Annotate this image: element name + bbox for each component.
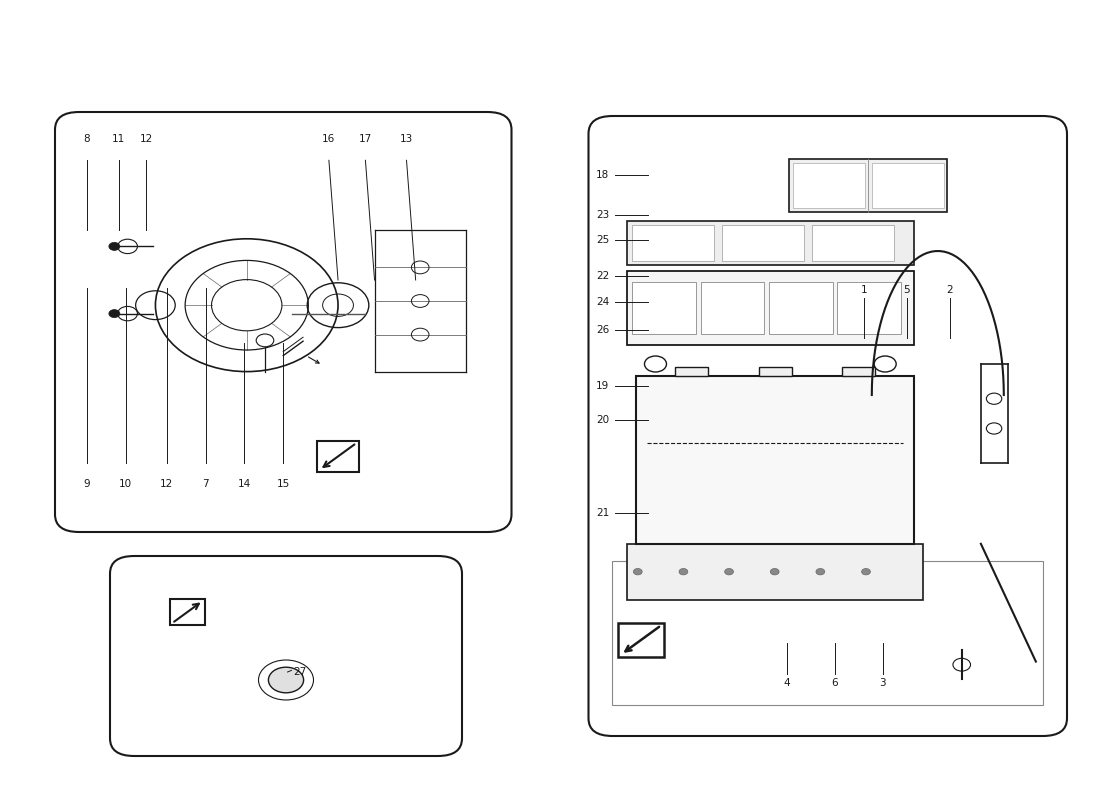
Bar — [618, 623, 664, 657]
Text: 10: 10 — [119, 478, 132, 489]
Text: 17: 17 — [359, 134, 372, 144]
Text: 26: 26 — [596, 325, 609, 335]
FancyBboxPatch shape — [110, 556, 462, 756]
Bar — [759, 366, 792, 377]
Text: 15: 15 — [276, 478, 290, 489]
Bar — [627, 544, 924, 600]
Text: 13: 13 — [400, 134, 414, 144]
Text: 12: 12 — [140, 134, 153, 144]
Text: 3: 3 — [880, 678, 887, 688]
Text: 24: 24 — [596, 297, 609, 307]
Circle shape — [874, 356, 896, 372]
Circle shape — [816, 569, 825, 575]
Text: 1: 1 — [860, 285, 867, 294]
Circle shape — [861, 569, 870, 575]
Bar — [627, 222, 914, 265]
Text: 20: 20 — [596, 414, 609, 425]
Bar — [842, 366, 874, 377]
Text: 5: 5 — [903, 285, 910, 294]
Bar — [317, 441, 359, 472]
Circle shape — [256, 334, 274, 346]
Text: eurospares: eurospares — [213, 312, 353, 332]
Circle shape — [770, 569, 779, 575]
Bar — [627, 271, 914, 346]
Text: 8: 8 — [84, 134, 90, 144]
Text: 12: 12 — [161, 478, 174, 489]
Bar — [769, 282, 833, 334]
Bar — [871, 163, 944, 208]
Bar — [790, 159, 947, 212]
Text: eurospares: eurospares — [749, 414, 906, 438]
Text: 25: 25 — [596, 235, 609, 245]
Circle shape — [645, 356, 667, 372]
Bar — [636, 376, 914, 544]
Text: 18: 18 — [596, 170, 609, 180]
Text: 4: 4 — [784, 678, 791, 688]
FancyBboxPatch shape — [55, 112, 512, 532]
FancyBboxPatch shape — [588, 116, 1067, 736]
Bar — [675, 366, 708, 377]
Bar — [169, 599, 205, 625]
Circle shape — [725, 569, 734, 575]
Bar — [722, 226, 804, 261]
Text: eurospares: eurospares — [233, 647, 339, 665]
Text: 23: 23 — [596, 210, 609, 220]
Text: 22: 22 — [596, 271, 609, 281]
Circle shape — [109, 242, 120, 250]
Text: 7: 7 — [202, 478, 209, 489]
Bar — [632, 282, 696, 334]
Circle shape — [987, 423, 1002, 434]
Bar — [793, 163, 865, 208]
Text: 19: 19 — [596, 381, 609, 390]
Text: 21: 21 — [596, 508, 609, 518]
Text: 14: 14 — [238, 478, 251, 489]
Circle shape — [987, 393, 1002, 404]
Circle shape — [109, 310, 120, 318]
Bar — [812, 226, 893, 261]
Text: 16: 16 — [322, 134, 335, 144]
Text: 2: 2 — [946, 285, 953, 294]
Bar — [613, 561, 1043, 705]
Circle shape — [634, 569, 642, 575]
Circle shape — [679, 569, 688, 575]
Circle shape — [268, 667, 304, 693]
Bar — [701, 282, 764, 334]
Text: 27: 27 — [293, 667, 306, 677]
Bar — [632, 226, 714, 261]
Text: 9: 9 — [84, 478, 90, 489]
Text: 11: 11 — [112, 134, 125, 144]
Bar — [837, 282, 901, 334]
Text: 6: 6 — [832, 678, 838, 688]
